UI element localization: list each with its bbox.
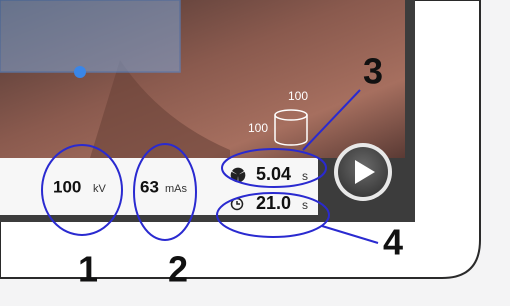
cylinder-top-label: 100 [288,89,308,103]
exposure-time-unit: s [302,169,308,183]
exposure-time-value: 5.04 [256,164,291,184]
total-time-unit: s [302,198,308,212]
annotation-label: 1 [78,249,98,290]
kv-value[interactable]: 100 [53,177,81,196]
screenshot: 100 100 100 kV 63 mAs 5.04 s 21.0 s 1 2 … [0,0,510,306]
kv-unit: kV [93,183,107,195]
mas-value[interactable]: 63 [140,177,159,196]
total-time-value: 21.0 [256,193,291,213]
play-button[interactable] [334,143,392,201]
annotation-label: 4 [383,222,403,263]
annotation-label: 2 [168,249,188,290]
cylinder-side-label: 100 [248,121,268,135]
field-handle[interactable] [74,66,86,78]
collimation-field [0,0,180,72]
mas-unit: mAs [165,183,188,195]
annotation-label: 3 [363,51,383,92]
